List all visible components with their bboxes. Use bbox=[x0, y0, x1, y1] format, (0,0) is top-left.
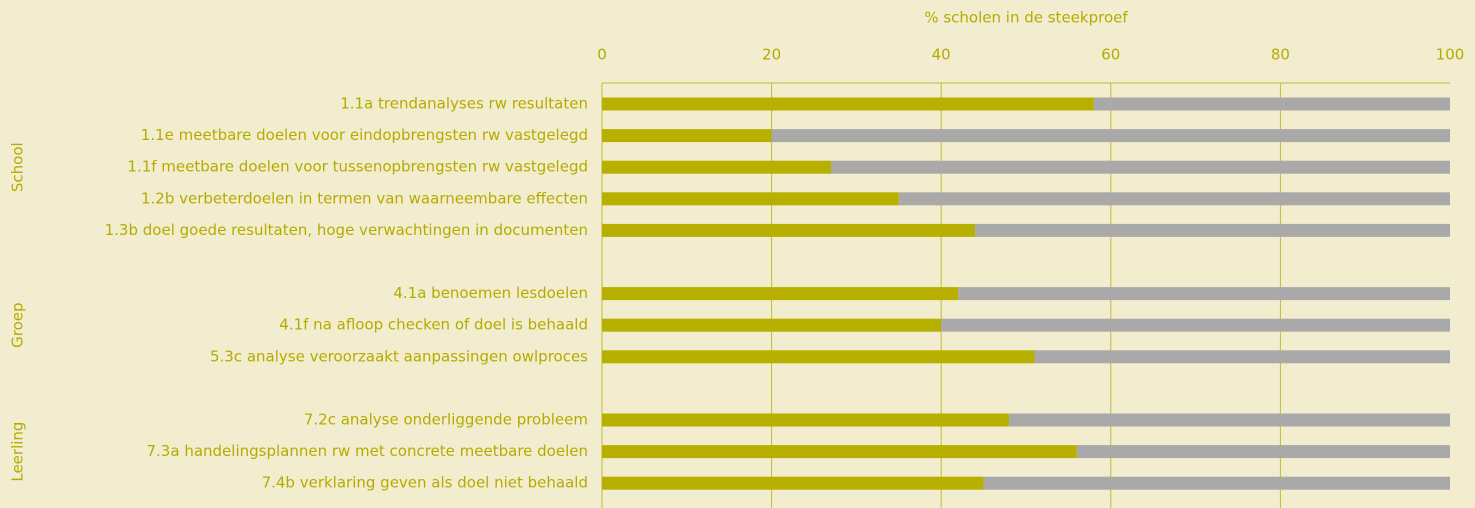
bar-segment bbox=[602, 318, 942, 332]
x-axis-label: % scholen in de steekproef bbox=[924, 9, 1128, 27]
group-label: Leerling bbox=[9, 422, 27, 482]
x-tick-label: 80 bbox=[1271, 46, 1290, 64]
bar-segment bbox=[602, 476, 984, 490]
group-label: School bbox=[9, 142, 27, 192]
bar-segment bbox=[958, 287, 1450, 301]
bar-segment bbox=[602, 97, 1094, 111]
bar-segment bbox=[602, 445, 1077, 459]
x-tick-label: 20 bbox=[762, 46, 781, 64]
bar-segment bbox=[602, 287, 959, 301]
bar-segment bbox=[983, 476, 1450, 490]
x-tick-label: 100 bbox=[1436, 46, 1465, 64]
x-tick-label: 0 bbox=[597, 46, 607, 64]
y-tick-label: 1.2b verbeterdoelen in termen van waarne… bbox=[141, 189, 588, 207]
y-tick-label: 7.2c analyse onderliggende probleem bbox=[304, 411, 588, 429]
y-tick-label: 1.1f meetbare doelen voor tussenopbrengs… bbox=[127, 158, 588, 176]
bar-segment bbox=[1093, 97, 1450, 111]
bar-segment bbox=[898, 192, 1450, 206]
x-tick-label: 60 bbox=[1101, 46, 1120, 64]
y-tick-label: 1.1e meetbare doelen voor eindopbrengste… bbox=[141, 126, 588, 144]
bar-segment bbox=[1009, 413, 1450, 427]
y-tick-label: 1.1a trendanalyses rw resultaten bbox=[340, 95, 588, 113]
y-tick-label: 7.4b verklaring geven als doel niet beha… bbox=[262, 474, 588, 492]
y-tick-label: 1.3b doel goede resultaten, hoge verwach… bbox=[105, 221, 588, 239]
group-label: Groep bbox=[9, 303, 27, 348]
bar-segment bbox=[771, 129, 1450, 143]
y-tick-label: 4.1f na afloop checken of doel is behaal… bbox=[279, 316, 588, 334]
y-tick-label: 5.3c analyse veroorzaakt aanpassingen ow… bbox=[210, 347, 588, 365]
x-tick-label: 40 bbox=[932, 46, 951, 64]
bar-segment bbox=[602, 129, 772, 143]
bar-segment bbox=[602, 160, 831, 174]
bar-segment bbox=[830, 160, 1450, 174]
bar-segment bbox=[602, 413, 1010, 427]
bar-segment bbox=[1034, 350, 1450, 364]
bar-segment bbox=[975, 223, 1450, 237]
bar-segment bbox=[602, 223, 976, 237]
bar-segment bbox=[941, 318, 1450, 332]
y-tick-label: 4.1a benoemen lesdoelen bbox=[393, 284, 588, 302]
bar-segment bbox=[602, 350, 1035, 364]
y-tick-label: 7.3a handelingsplannen rw met concrete m… bbox=[147, 442, 589, 460]
bar-segment bbox=[602, 192, 899, 206]
bar-segment bbox=[1076, 445, 1450, 459]
